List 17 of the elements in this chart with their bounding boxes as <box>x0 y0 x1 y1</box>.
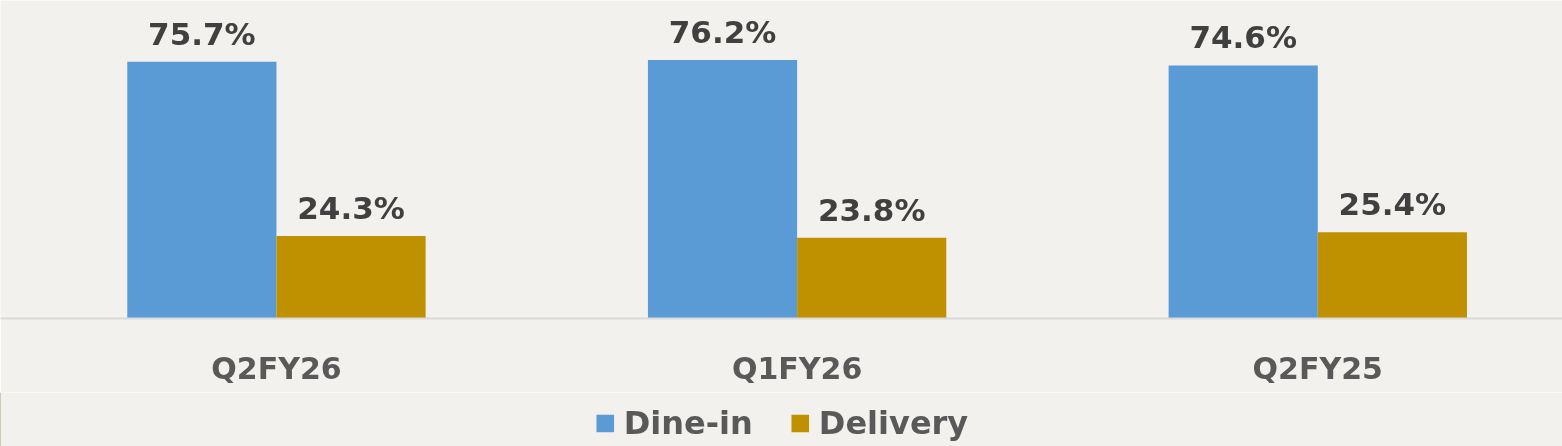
data-label: 74.6% <box>1189 19 1297 56</box>
legend-label: Dine-in <box>623 404 753 442</box>
legend-label: Delivery <box>818 404 969 442</box>
bar <box>127 61 277 319</box>
bar <box>797 237 947 319</box>
data-label: 24.3% <box>297 190 405 227</box>
x-tick-label: Q2FY26 <box>211 350 342 386</box>
bar <box>1317 232 1467 319</box>
bar <box>647 59 798 319</box>
data-label: 76.2% <box>668 13 777 50</box>
x-tick-label: Q1FY26 <box>731 350 863 386</box>
x-tick-label: Q2FY25 <box>1252 350 1383 386</box>
bar <box>276 236 426 319</box>
data-label: 25.4% <box>1338 186 1447 223</box>
data-label: 23.8% <box>817 191 926 228</box>
bar <box>1168 65 1318 319</box>
data-label: 75.7% <box>148 15 256 52</box>
